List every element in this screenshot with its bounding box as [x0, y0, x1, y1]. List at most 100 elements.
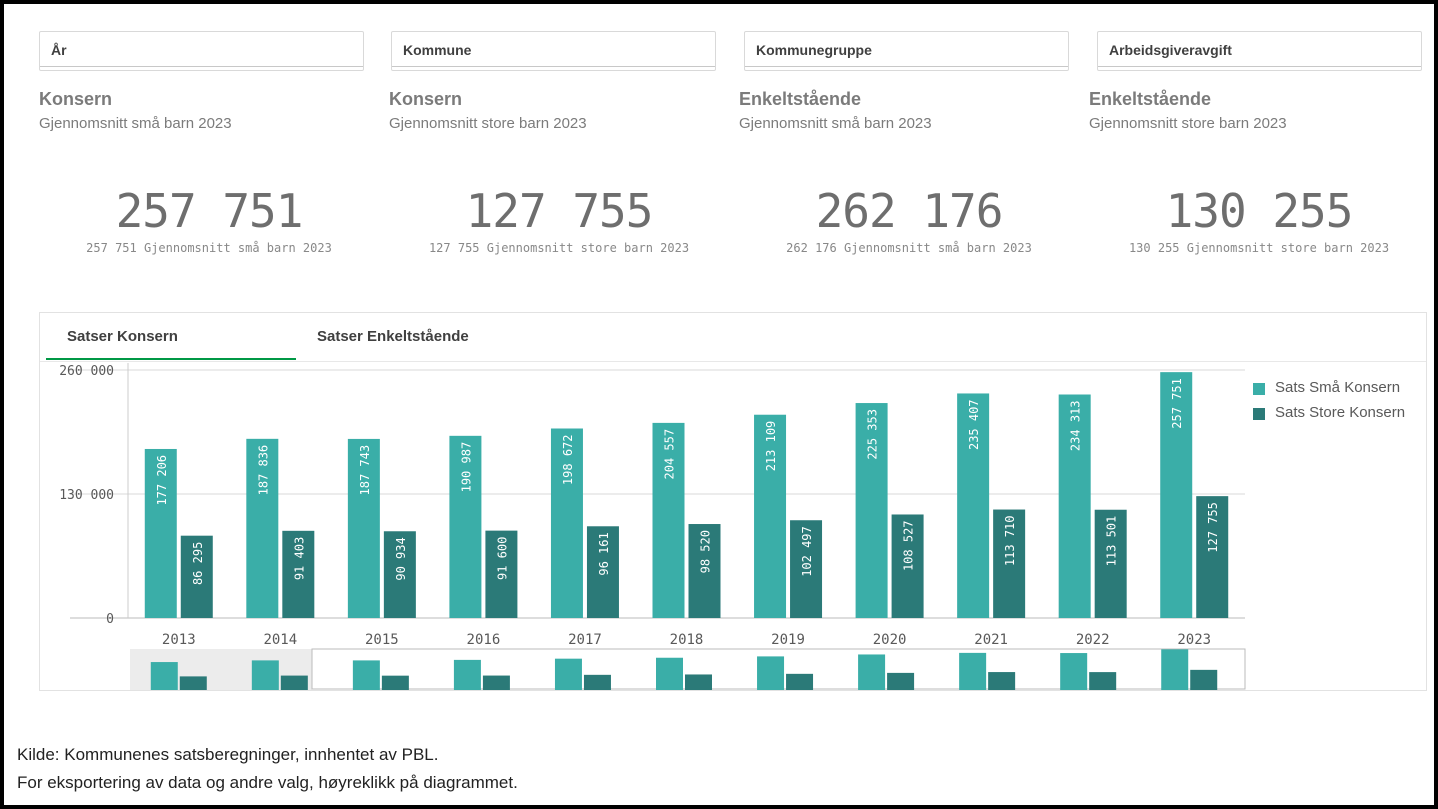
kpi-title: Konsern [39, 89, 113, 109]
app-frame: År Kommune Kommunegruppe Arbeidsgiveravg… [4, 4, 1434, 805]
x-tick-label: 2018 [670, 632, 704, 648]
navigator-bar [1089, 672, 1117, 690]
data-label: 98 520 [699, 530, 713, 573]
bar-small [144, 448, 177, 618]
navigator-bar [656, 657, 683, 690]
navigator-bar [482, 675, 510, 690]
data-label: 113 710 [1003, 516, 1017, 567]
tab-label: Satser Enkeltstående [317, 328, 469, 345]
y-tick-label: 130 000 [59, 488, 114, 503]
bar-large [180, 535, 213, 618]
data-label: 86 295 [191, 542, 205, 585]
filter-employer-tax-label: Arbeidsgiveravgift [1109, 42, 1232, 58]
navigator-bar [858, 654, 886, 690]
navigator-bar [554, 658, 582, 690]
data-label: 198 672 [561, 434, 575, 485]
x-tick-label: 2022 [1076, 632, 1110, 648]
navigator-bar [280, 675, 308, 690]
kpi-subtitle: Gjennomsnitt små barn 2023 [739, 115, 932, 132]
data-label: 257 751 [1170, 378, 1184, 429]
navigator-bar [988, 672, 1016, 690]
navigator-bar [1060, 653, 1088, 690]
navigator-bar [150, 662, 178, 690]
x-tick-label: 2014 [263, 632, 297, 648]
x-tick-label: 2019 [771, 632, 805, 648]
tab-satser-konsern[interactable]: Satser Konsern [46, 313, 296, 360]
bar-small [957, 393, 990, 618]
data-label: 177 206 [155, 455, 169, 506]
bar-large [891, 514, 924, 618]
data-label: 113 501 [1105, 516, 1119, 567]
data-label: 187 743 [358, 445, 372, 496]
navigator-bar [583, 674, 611, 690]
legend-swatch-large [1253, 408, 1265, 420]
kpi-card-standalone-small: Enkeltstående Gjennomsnitt små barn 2023… [739, 89, 1079, 259]
kpi-card-konsern-small: Konsern Gjennomsnitt små barn 2023 257 7… [39, 89, 379, 259]
legend-label-large: Sats Store Konsern [1275, 404, 1406, 421]
bar-large [993, 509, 1026, 618]
data-label: 187 836 [256, 445, 270, 496]
data-label: 108 527 [902, 520, 916, 571]
navigator-bar [179, 676, 207, 690]
filter-municipality-label: Kommune [403, 42, 472, 58]
navigator-bar [887, 672, 915, 690]
bar-large [1094, 509, 1127, 618]
legend-label-small: Sats Små Konsern [1275, 379, 1401, 396]
kpi-subtitle: Gjennomsnitt store barn 2023 [389, 115, 587, 132]
x-tick-label: 2015 [365, 632, 399, 648]
bar-small [652, 422, 685, 618]
bar-small [855, 403, 888, 618]
kpi-value: 127 755 [465, 184, 654, 238]
navigator-bar [685, 674, 712, 690]
data-label: 204 557 [663, 429, 677, 480]
x-tick-label: 2020 [873, 632, 907, 648]
filter-employer-tax[interactable]: Arbeidsgiveravgift [1097, 31, 1422, 71]
navigator-bar [251, 660, 279, 690]
bar-small [449, 435, 482, 618]
bar-large [1196, 496, 1229, 618]
navigator-bar [381, 675, 409, 690]
bar-small [550, 428, 583, 618]
kpi-card-konsern-large: Konsern Gjennomsnitt store barn 2023 127… [389, 89, 729, 259]
bar-large [485, 530, 518, 618]
filter-municipality-group[interactable]: Kommunegruppe [744, 31, 1069, 71]
data-label: 91 403 [292, 537, 306, 580]
data-label: 102 497 [800, 526, 814, 577]
x-tick-label: 2023 [1177, 632, 1211, 648]
navigator-bar [1161, 649, 1189, 690]
data-label: 91 600 [495, 537, 509, 580]
filter-municipality[interactable]: Kommune [391, 31, 716, 71]
navigator-bar [959, 652, 987, 690]
kpi-title: Enkeltstående [1089, 89, 1212, 109]
bar-large [282, 530, 315, 618]
bar-small [1160, 372, 1193, 618]
filter-year[interactable]: År [39, 31, 364, 71]
y-tick-label: 0 [106, 612, 114, 627]
kpi-subtitle: Gjennomsnitt store barn 2023 [1089, 115, 1287, 132]
bar-small [1058, 394, 1091, 618]
x-tick-label: 2016 [467, 632, 501, 648]
tab-divider [40, 361, 1426, 362]
bar-chart[interactable]: 260 000 130 000 0 177 206 86 295 2013 187 836 9… [40, 313, 1426, 690]
filter-year-label: År [51, 42, 67, 58]
navigator-bar [1190, 669, 1218, 690]
data-label: 90 934 [394, 537, 408, 580]
kpi-title: Konsern [389, 89, 463, 109]
navigator-bar [352, 660, 380, 690]
y-tick-label: 260 000 [59, 364, 114, 379]
legend-swatch-small [1253, 383, 1265, 395]
tab-satser-enkeltstaende[interactable]: Satser Enkeltstående [296, 313, 546, 360]
kpi-caption: 127 755 Gjennomsnitt store barn 2023 [428, 241, 690, 255]
x-tick-label: 2021 [974, 632, 1008, 648]
navigator-bar [757, 656, 785, 690]
kpi-value: 257 751 [115, 184, 304, 238]
bar-small [754, 414, 787, 618]
kpi-value: 130 255 [1165, 184, 1354, 238]
footer-export-hint: For eksportering av data og andre valg, … [17, 773, 518, 792]
kpi-value: 262 176 [815, 184, 1004, 238]
data-label: 235 407 [967, 399, 981, 450]
kpi-title: Enkeltstående [739, 89, 862, 109]
bar-large [790, 520, 823, 618]
data-label: 225 353 [866, 409, 880, 460]
data-label: 190 987 [459, 442, 473, 493]
